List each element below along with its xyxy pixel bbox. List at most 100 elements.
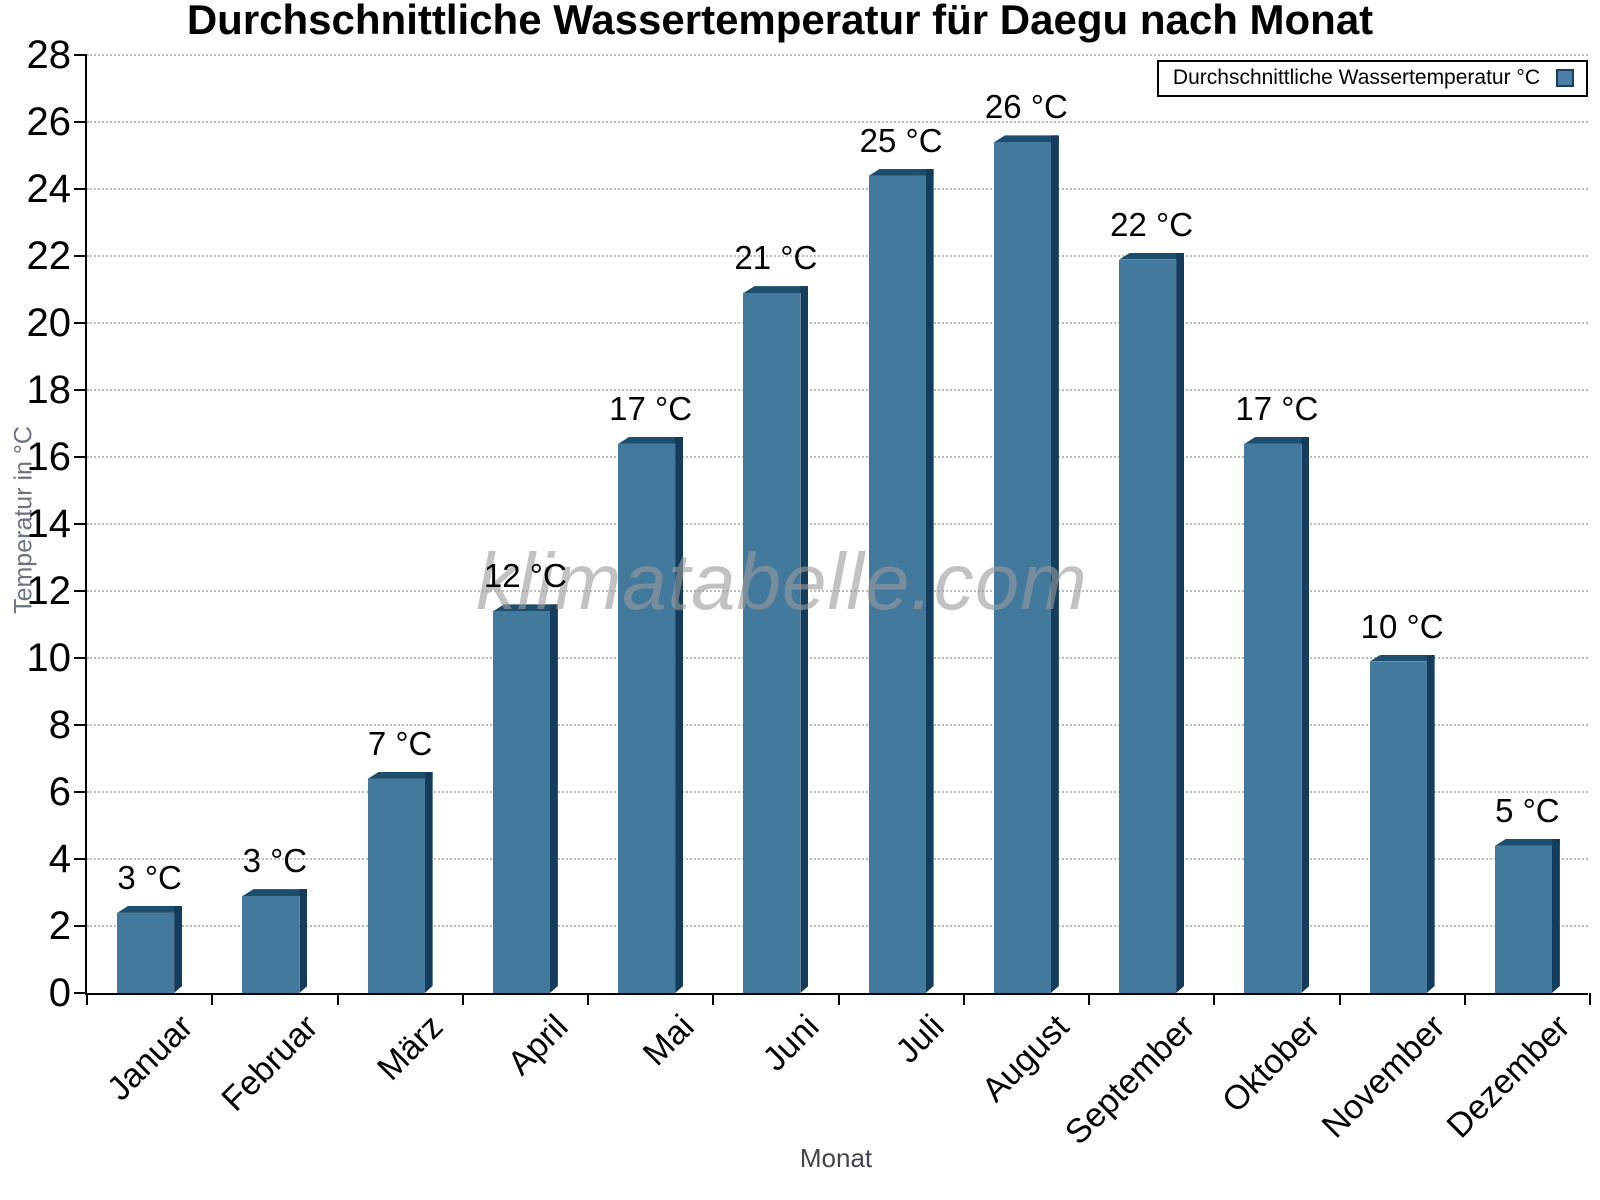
y-axis-tick (74, 925, 87, 927)
bar-face (618, 443, 676, 993)
gridline (87, 121, 1588, 123)
chart-title: Durchschnittliche Wassertemperatur für D… (186, 0, 1374, 43)
bar-value-label: 3 °C (242, 842, 308, 880)
y-tick-label: 0 (48, 971, 71, 1015)
legend-label: Durchschnittliche Wassertemperatur °C (1172, 66, 1540, 89)
bar-face (117, 912, 175, 993)
y-axis-tick (74, 523, 87, 525)
bar-top (367, 771, 433, 779)
x-axis-tick (1463, 993, 1466, 1005)
x-tick-label: März (370, 1007, 451, 1088)
y-axis-tick (74, 54, 87, 56)
y-axis-tick (74, 322, 87, 324)
bar-side (1552, 839, 1560, 993)
x-axis-tick (211, 993, 214, 1005)
y-tick-label: 4 (48, 837, 71, 881)
gridline (87, 255, 1588, 257)
x-axis-tick (587, 993, 589, 1005)
bar-top (492, 604, 558, 612)
gridline (87, 322, 1588, 324)
x-tick-label: Juni (755, 1007, 827, 1079)
bar-face (492, 611, 550, 993)
watermark: klimatabelle.com (476, 537, 1088, 626)
bar-side (1176, 253, 1184, 993)
bar-face (1494, 845, 1552, 993)
y-tick-label: 28 (26, 33, 72, 77)
gridline (87, 456, 1588, 458)
gridline (87, 657, 1588, 659)
bar-top (868, 168, 934, 176)
bar (367, 771, 433, 993)
bar-face (1244, 443, 1302, 993)
x-tick-label: November (1314, 1007, 1453, 1146)
bar-side (1051, 135, 1059, 993)
bar (1369, 654, 1435, 993)
x-tick-label: Juli (888, 1007, 952, 1071)
x-axis-title: Monat (799, 1143, 873, 1173)
y-axis-tick (74, 121, 87, 123)
x-axis-tick (1589, 993, 1591, 1005)
bar-face (1119, 259, 1177, 993)
bar-value-label: 17 °C (609, 389, 693, 427)
bar-value-label: 12 °C (483, 557, 567, 595)
bar (743, 286, 809, 993)
bar-top (1369, 654, 1435, 662)
x-axis-tick (1338, 993, 1341, 1005)
bar (1244, 436, 1310, 993)
y-axis-tick (74, 590, 87, 592)
gridline (87, 925, 1588, 927)
y-tick-label: 16 (26, 435, 72, 479)
y-tick-label: 6 (48, 770, 71, 814)
x-axis-tick (837, 993, 840, 1005)
x-tick-label: Februar (214, 1007, 326, 1119)
bar-value-label: 17 °C (1235, 389, 1319, 427)
bar-side (550, 604, 558, 993)
bar-top (117, 905, 183, 913)
x-tick-label: Oktober (1214, 1007, 1328, 1120)
y-tick-label: 12 (26, 569, 72, 613)
bar-face (242, 896, 300, 993)
x-tick-label: August (975, 1007, 1077, 1110)
bar-side (675, 437, 683, 993)
y-axis-tick (74, 791, 87, 793)
gridline (87, 389, 1588, 391)
y-tick-label: 14 (26, 502, 72, 546)
bar (618, 436, 684, 993)
y-axis-tick (74, 657, 87, 659)
y-tick-label: 26 (26, 100, 72, 144)
bar-top (993, 135, 1059, 143)
bar-top (618, 436, 684, 444)
bar-side (174, 906, 182, 993)
gridline (87, 858, 1588, 860)
gridline (87, 791, 1588, 793)
y-tick-label: 22 (26, 234, 72, 278)
gridline (87, 523, 1588, 525)
bar-side (425, 772, 433, 993)
bar-side (800, 286, 808, 993)
bar-top (242, 889, 308, 897)
bar-side (299, 889, 307, 993)
y-tick-label: 20 (26, 301, 72, 345)
y-tick-label: 18 (26, 368, 72, 412)
bar-side (926, 169, 934, 993)
y-tick-label: 8 (48, 703, 71, 747)
y-axis-tick (74, 188, 87, 190)
bar-face (868, 175, 926, 993)
bar (993, 135, 1059, 993)
bar-value-label: 21 °C (734, 239, 818, 277)
bar-value-label: 22 °C (1110, 205, 1194, 243)
bar (117, 905, 183, 993)
y-axis-tick (74, 858, 87, 860)
bar-value-label: 26 °C (984, 88, 1068, 126)
x-tick-label: September (1057, 1007, 1203, 1153)
gridline (87, 590, 1588, 592)
y-axis-tick (74, 456, 87, 458)
gridline (87, 724, 1588, 726)
x-axis-tick (336, 993, 339, 1005)
y-axis-tick (74, 992, 87, 994)
bar-top (1494, 838, 1560, 846)
x-axis-tick (1213, 993, 1216, 1005)
y-axis-tick (74, 724, 87, 726)
bar (868, 168, 934, 993)
